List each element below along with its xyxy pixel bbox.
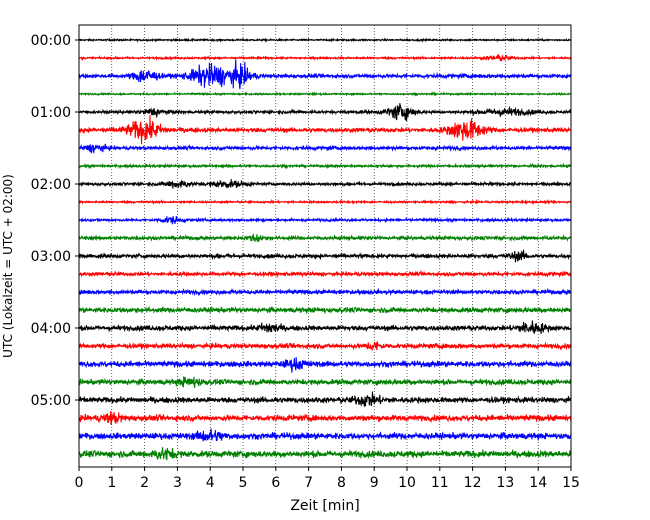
- x-tick-label: 4: [206, 475, 215, 491]
- trace-0145: [78, 162, 572, 170]
- y-tick-label: 02:00: [31, 177, 71, 193]
- trace-0430: [78, 357, 572, 373]
- y-axis-ticks: 00:00 01:00 02:00 03:00 04:00 05:00: [31, 33, 79, 409]
- x-tick-label: 5: [239, 475, 248, 491]
- x-axis-ticks: 0 1 2 3 4 5 6 7 8 9 10 11 12 13 14 15: [75, 467, 580, 491]
- trace-0000: [78, 37, 572, 43]
- x-tick-label: 11: [431, 475, 449, 491]
- trace-0100: [78, 103, 572, 121]
- x-tick-label: 10: [398, 475, 416, 491]
- trace-0200: [78, 179, 572, 189]
- x-tick-label: 6: [271, 475, 280, 491]
- x-tick-label: 14: [529, 475, 547, 491]
- x-axis-label: Zeit [min]: [290, 498, 359, 514]
- trace-0400: [78, 320, 572, 334]
- x-tick-label: 12: [464, 475, 482, 491]
- trace-0230: [78, 215, 572, 225]
- y-axis-label: UTC (Lokalzeit = UTC + 02:00): [1, 174, 15, 358]
- trace-0415: [78, 341, 572, 351]
- trace-0215: [78, 198, 572, 205]
- x-tick-label: 2: [140, 475, 149, 491]
- trace-0445: [78, 376, 572, 388]
- trace-0515: [78, 411, 572, 425]
- y-tick-label: 03:00: [31, 249, 71, 265]
- x-tick-label: 15: [562, 475, 580, 491]
- trace-0330: [78, 287, 572, 297]
- trace-0115: [78, 115, 572, 145]
- trace-0015: [78, 54, 572, 62]
- trace-0300: [78, 249, 572, 263]
- y-tick-label: 00:00: [31, 33, 71, 49]
- trace-0545: [78, 447, 572, 461]
- trace-0345: [78, 305, 572, 315]
- y-tick-label: 01:00: [31, 105, 71, 121]
- trace-0500: [78, 391, 572, 408]
- x-tick-label: 13: [496, 475, 514, 491]
- y-tick-label: 04:00: [31, 321, 71, 337]
- x-tick-label: 7: [304, 475, 313, 491]
- plot-frame: [78, 24, 572, 468]
- x-tick-label: 8: [337, 475, 346, 491]
- x-tick-label: 1: [107, 475, 116, 491]
- trace-0030: [78, 59, 572, 90]
- trace-0315: [78, 269, 572, 279]
- seismic-traces: [78, 37, 572, 461]
- x-tick-label: 0: [75, 475, 84, 491]
- x-tick-label: 3: [173, 475, 182, 491]
- trace-0530: [78, 428, 572, 442]
- trace-0045: [78, 90, 572, 97]
- y-tick-label: 05:00: [31, 393, 71, 409]
- x-tick-label: 9: [370, 475, 379, 491]
- trace-0130: [78, 143, 572, 154]
- trace-0245: [78, 233, 572, 243]
